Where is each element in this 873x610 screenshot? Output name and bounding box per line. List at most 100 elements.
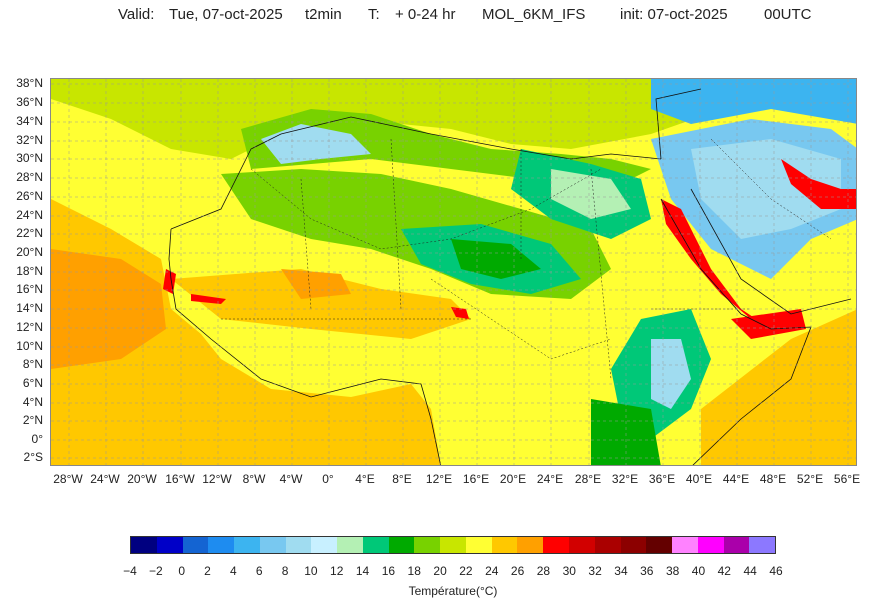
lon-label: 12°E: [425, 472, 453, 486]
lat-label: 2°S: [23, 450, 43, 464]
colorbar-swatch: [388, 537, 415, 553]
colorbar-swatch: [414, 537, 441, 553]
colorbar-tick-label: 14: [355, 564, 370, 578]
colorbar-swatch: [569, 537, 595, 553]
lon-label: 28°W: [53, 472, 83, 486]
lat-label: 4°N: [22, 395, 43, 409]
colorbar-tick-label: 12: [330, 564, 344, 578]
colorbar-swatch: [620, 537, 647, 553]
colorbar-tick-label: 16: [381, 564, 396, 578]
colorbar-tick-label: 10: [304, 564, 318, 578]
colorbar-swatch: [543, 537, 570, 553]
valid-label: Valid:: [118, 6, 155, 23]
init-time: init: 07-oct-2025: [620, 6, 728, 23]
colorbar-tick-label: −4: [123, 564, 137, 578]
colorbar-swatch: [182, 537, 209, 553]
lat-label: 36°N: [16, 95, 43, 109]
lat-label: 32°N: [16, 133, 43, 147]
colorbar-swatch: [517, 537, 544, 553]
lon-label: 16°W: [165, 472, 195, 486]
lon-label: 40°E: [685, 472, 713, 486]
lat-label: 0°: [31, 432, 43, 446]
temperature-map: [50, 78, 857, 466]
colorbar-swatch: [672, 537, 698, 553]
colorbar-swatch: [697, 537, 724, 553]
colorbar-swatch: [156, 537, 183, 553]
run-time: 00UTC: [764, 6, 812, 23]
lat-label: 10°N: [16, 339, 43, 353]
colorbar-swatch: [337, 537, 363, 553]
colorbar-tick-label: 4: [230, 564, 237, 578]
lon-label: 44°E: [722, 472, 750, 486]
lat-label: 14°N: [16, 301, 43, 315]
colorbar-swatch: [208, 537, 235, 553]
colorbar-tick-label: 0: [178, 564, 186, 578]
lat-label: 18°N: [16, 264, 43, 278]
colorbar-tick-label: 38: [665, 564, 680, 578]
colorbar-swatch: [311, 537, 338, 553]
colorbar-swatch: [749, 537, 776, 553]
lat-label: 16°N: [16, 282, 43, 296]
forecast-range: + 0-24 hr: [395, 6, 456, 23]
colorbar-swatch: [491, 537, 518, 553]
lon-label: 48°E: [759, 472, 787, 486]
colorbar-tick-label: 26: [510, 564, 525, 578]
lat-label: 6°N: [22, 376, 43, 390]
colorbar-title: Température(°C): [408, 584, 498, 598]
colorbar-tick-label: 8: [281, 564, 289, 578]
colorbar-swatch: [646, 537, 673, 553]
colorbar-tick-label: 40: [691, 564, 706, 578]
colorbar-swatch: [131, 537, 157, 553]
colorbar-tick-label: 2: [204, 564, 211, 578]
colorbar-swatch: [259, 537, 286, 553]
colorbar-tick-label: 34: [614, 564, 628, 578]
colorbar-tick-label: 24: [485, 564, 499, 578]
lon-label: 8°E: [392, 472, 412, 486]
lon-label: 16°E: [462, 472, 490, 486]
lat-label: 2°N: [22, 413, 43, 427]
lon-label: 36°E: [648, 472, 676, 486]
lon-label: 20°E: [499, 472, 527, 486]
colorbar-swatch: [594, 537, 621, 553]
colorbar-swatch: [723, 537, 750, 553]
colorbar-swatch: [285, 537, 312, 553]
lat-label: 22°N: [16, 226, 43, 240]
colorbar-swatch: [440, 537, 466, 553]
colorbar-tick-label: 42: [717, 564, 731, 578]
forecast-t-label: T:: [368, 6, 380, 23]
lon-label: 52°E: [796, 472, 824, 486]
colorbar-tick-label: 28: [536, 564, 551, 578]
temperature-colorbar: [130, 536, 776, 554]
lat-label: 38°N: [16, 76, 43, 90]
lon-label: 12°W: [202, 472, 232, 486]
valid-date: Tue, 07-oct-2025: [169, 6, 283, 23]
model-name: MOL_6KM_IFS: [482, 6, 586, 23]
lat-label: 12°N: [16, 320, 43, 334]
lat-label: 28°N: [16, 170, 43, 184]
colorbar-tick-label: 36: [640, 564, 654, 578]
lon-label: 28°E: [574, 472, 602, 486]
lon-label: 32°E: [611, 472, 639, 486]
map-header: Valid: Tue, 07-oct-2025 t2min T: + 0-24 …: [0, 6, 873, 28]
lon-label: 24°W: [90, 472, 120, 486]
colorbar-tick-label: 46: [769, 564, 783, 578]
lat-label: 30°N: [16, 151, 43, 165]
lon-label: 20°W: [127, 472, 157, 486]
lat-label: 24°N: [16, 208, 43, 222]
colorbar-tick-label: 22: [459, 564, 473, 578]
lon-label: 0°: [322, 472, 334, 486]
lat-label: 20°N: [16, 245, 43, 259]
colorbar-swatch: [362, 537, 389, 553]
lat-label: 34°N: [16, 114, 43, 128]
lon-label: 4°E: [355, 472, 375, 486]
colorbar-tick-label: 44: [743, 564, 757, 578]
lat-label: 26°N: [16, 189, 43, 203]
lat-label: 8°N: [22, 357, 43, 371]
temperature-field: [51, 79, 856, 465]
lon-label: 8°W: [242, 472, 266, 486]
colorbar-tick-label: −2: [148, 564, 163, 578]
lon-label: 4°W: [279, 472, 303, 486]
colorbar-swatch: [465, 537, 492, 553]
lon-label: 24°E: [536, 472, 564, 486]
colorbar-tick-label: 30: [562, 564, 576, 578]
